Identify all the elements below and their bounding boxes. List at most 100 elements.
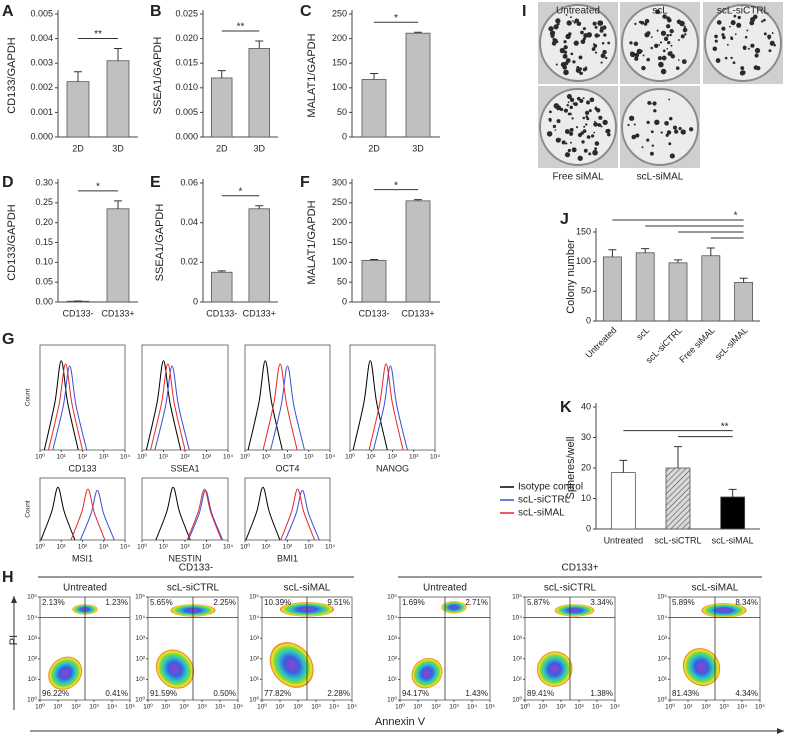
significance-label: ** (237, 22, 245, 33)
bar (405, 200, 431, 303)
colony (589, 97, 595, 103)
y-tick-label: 0.000 (175, 131, 198, 141)
x-tick-label: 10⁰ (143, 703, 153, 711)
x-axis-label: BMI1 (277, 553, 298, 563)
bar (106, 208, 130, 303)
y-axis-label: MALAT1/GAPDH (306, 200, 318, 284)
histogram-curve (155, 486, 191, 541)
colony (638, 20, 642, 24)
significance-label: ** (94, 29, 102, 40)
cell-population (701, 603, 747, 618)
colony (597, 20, 603, 26)
x-tick-label: 10¹ (57, 544, 67, 551)
colony (729, 25, 731, 28)
colony (594, 147, 598, 151)
x-tick-label: 3D (112, 143, 124, 153)
histogram-curve (262, 363, 298, 451)
colony (566, 20, 572, 26)
colony (606, 128, 611, 134)
colony (636, 48, 643, 55)
x-tick-label: 10⁰ (240, 543, 250, 551)
y-tick-label: 0.25 (35, 197, 53, 207)
x-tick-label: scL (634, 325, 651, 342)
colony (754, 47, 761, 54)
y-tick-label: 0.000 (30, 131, 53, 141)
x-tick-label: 10⁰ (137, 543, 147, 551)
x-tick-label: 10³ (449, 704, 459, 711)
quadrant-percent: 1.69% (402, 598, 425, 607)
x-tick-label: 10² (283, 544, 293, 551)
y-tick-label: 0 (586, 523, 591, 533)
significance-label: ** (721, 421, 729, 432)
y-tick-label: 0.010 (175, 82, 198, 92)
bar (734, 282, 754, 322)
plot-frame (349, 344, 436, 451)
y-tick-label: 0 (342, 296, 347, 306)
bar (610, 472, 636, 530)
colony (571, 147, 577, 153)
y-tick-label: 0 (342, 131, 347, 141)
plate-label: Free siMAL (552, 172, 604, 183)
colony (646, 31, 651, 36)
colony (668, 142, 672, 146)
colony (578, 67, 582, 71)
colony (564, 129, 570, 134)
y-tick-label: 250 (332, 8, 347, 18)
colony (599, 28, 604, 33)
colony (674, 129, 679, 134)
y-axis-label: SSEA1/GAPDH (152, 37, 164, 115)
colony (715, 58, 721, 63)
x-tick-label: 10³ (409, 454, 419, 461)
colony (607, 41, 611, 45)
colony (551, 41, 557, 46)
y-tick-label: 10⁵ (249, 594, 259, 601)
colony (756, 66, 761, 71)
colony (588, 152, 592, 156)
colony (600, 125, 603, 128)
x-tick-label: 10³ (99, 544, 109, 551)
colony (552, 31, 556, 34)
y-tick-label: 20 (581, 462, 591, 472)
y-tick-label: 10² (658, 656, 668, 663)
x-tick-label: 10⁵ (347, 704, 357, 711)
colony (554, 129, 557, 131)
y-tick-label: 0.15 (35, 237, 53, 247)
quadrant-percent: 4.34% (735, 689, 758, 698)
panel-label: G (2, 331, 14, 348)
colony (586, 117, 590, 121)
significance-label: * (394, 13, 398, 24)
y-tick-label: 0.003 (30, 58, 53, 68)
colony (577, 132, 583, 138)
x-tick-label: 10² (556, 704, 566, 711)
colony (577, 155, 583, 161)
colony (572, 20, 574, 22)
bar (361, 259, 387, 303)
colony (591, 47, 596, 51)
y-tick-label: 10⁵ (657, 594, 667, 601)
y-tick-label: 10⁴ (27, 614, 37, 621)
colony (565, 142, 568, 145)
y-tick-label: 10⁴ (249, 614, 259, 621)
panel-label: H (2, 569, 14, 586)
colony (561, 140, 566, 145)
error-bar (255, 205, 264, 209)
x-axis-label: Annexin V (375, 716, 426, 728)
colony (739, 70, 745, 76)
plot-title: scL-siCTRL (544, 583, 597, 594)
panel-label: D (2, 174, 14, 191)
colony (566, 103, 569, 107)
colony (586, 32, 592, 38)
quadrant-percent: 2.25% (213, 598, 236, 607)
significance-label: * (96, 181, 100, 192)
colony (658, 44, 660, 46)
colony (563, 45, 568, 50)
bar (248, 48, 270, 138)
colony (597, 34, 601, 37)
colony (593, 43, 598, 48)
x-tick-label: 10⁰ (35, 543, 45, 551)
histogram-curve (284, 489, 320, 541)
y-tick-label: 0.20 (35, 217, 53, 227)
colony (680, 34, 685, 39)
bar (665, 467, 691, 530)
histogram-curve (352, 360, 388, 451)
